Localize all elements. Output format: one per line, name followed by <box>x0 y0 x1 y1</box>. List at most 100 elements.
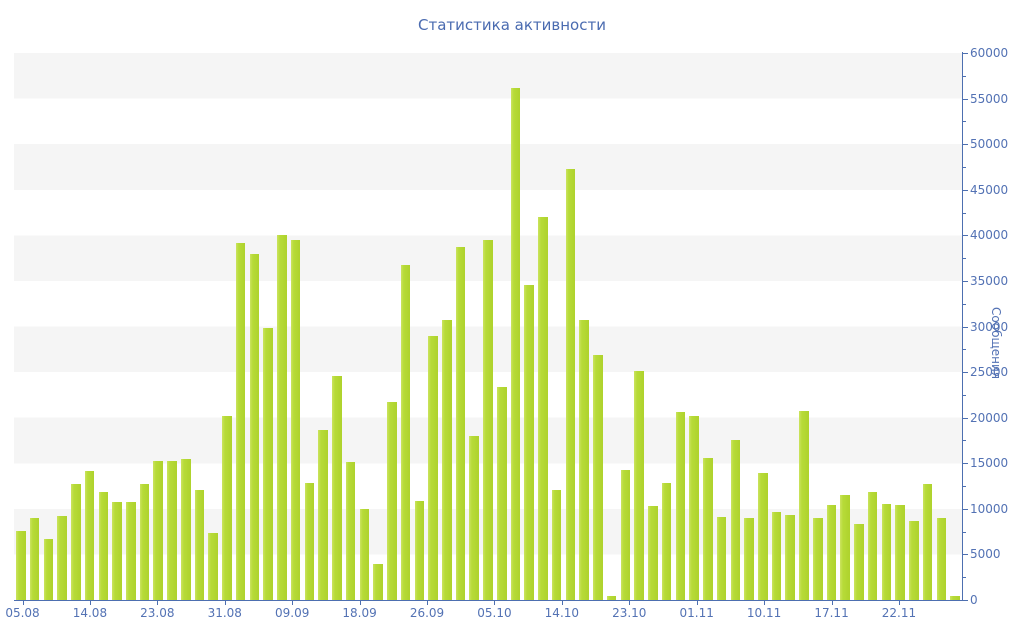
bar <box>180 458 191 600</box>
bar <box>867 492 878 600</box>
y-tick <box>963 121 966 123</box>
y-tick-label: 5000 <box>970 547 1001 562</box>
x-tick-label: 09.09 <box>274 606 310 620</box>
bar <box>29 517 40 600</box>
x-tick-label: 22.11 <box>881 606 917 620</box>
bar <box>579 320 589 600</box>
y-tick-label: 35000 <box>970 273 1009 288</box>
bar <box>757 473 768 600</box>
bar <box>428 335 438 600</box>
y-tick <box>963 394 966 396</box>
y-tick <box>963 326 968 328</box>
y-tick <box>963 212 966 214</box>
bar <box>208 532 218 600</box>
bar <box>263 328 273 600</box>
bar <box>730 439 741 600</box>
y-tick-label: 20000 <box>970 410 1009 425</box>
bar <box>826 505 837 600</box>
y-tick <box>963 577 966 579</box>
x-tick <box>22 601 24 605</box>
y-tick <box>963 531 966 533</box>
x-tick <box>629 601 631 605</box>
bar <box>510 87 521 600</box>
bar <box>565 168 576 600</box>
y-tick <box>963 189 968 191</box>
bar <box>194 489 205 600</box>
bar <box>57 516 67 600</box>
bar <box>785 515 796 600</box>
x-tick <box>427 601 429 605</box>
bar <box>112 502 122 600</box>
y-tick <box>963 280 968 282</box>
y-tick <box>963 554 968 556</box>
bar <box>854 524 864 600</box>
x-tick <box>831 601 833 605</box>
bar <box>318 430 328 600</box>
bar <box>812 517 823 600</box>
y-tick-label: 45000 <box>970 182 1009 197</box>
x-tick-label: 10.11 <box>746 606 782 620</box>
y-axis-title: Сообщения <box>989 307 1003 380</box>
y-tick-label: 10000 <box>970 501 1009 516</box>
bar <box>235 242 246 600</box>
x-tick-label: 05.08 <box>5 606 40 620</box>
bar <box>634 371 644 600</box>
bar <box>290 239 301 600</box>
y-tick <box>963 258 966 260</box>
y-tick <box>963 440 966 442</box>
y-tick-label: 0 <box>970 593 978 607</box>
bar <box>167 461 177 600</box>
bar <box>689 415 699 600</box>
bar <box>139 484 150 600</box>
x-tick <box>224 601 226 605</box>
x-tick <box>494 601 496 605</box>
y-tick-label: 40000 <box>970 228 1009 243</box>
bar <box>703 457 713 600</box>
x-tick <box>89 601 91 605</box>
y-tick-label: 55000 <box>970 91 1009 106</box>
bar <box>387 402 397 600</box>
bar <box>71 484 81 600</box>
y-tick <box>963 508 968 510</box>
bar <box>648 506 658 600</box>
bar <box>84 471 95 600</box>
y-tick-label: 60000 <box>970 46 1009 60</box>
bar <box>593 354 603 600</box>
bar <box>469 435 480 600</box>
x-tick-label: 05.10 <box>477 606 512 620</box>
bar <box>744 517 754 600</box>
bar <box>840 495 850 600</box>
chart-title: Статистика активности <box>418 16 606 34</box>
bar <box>620 469 631 600</box>
bar <box>373 564 383 600</box>
x-tick-label: 14.08 <box>72 606 108 620</box>
bar <box>675 412 686 600</box>
bar <box>125 502 136 600</box>
y-tick-label: 15000 <box>970 456 1009 471</box>
bar <box>222 415 232 600</box>
bar <box>606 596 617 600</box>
bar <box>950 596 960 600</box>
bar <box>922 484 933 600</box>
y-tick <box>963 166 966 168</box>
bar <box>153 461 164 600</box>
x-tick-label: 18.09 <box>342 606 377 620</box>
x-tick-label: 26.09 <box>409 606 445 620</box>
bar <box>496 386 507 600</box>
x-tick-label: 17.11 <box>814 606 849 620</box>
y-tick-label: 25000 <box>970 365 1009 380</box>
x-tick <box>696 601 698 605</box>
bar <box>16 530 26 600</box>
bar <box>304 483 315 600</box>
x-tick <box>561 601 563 605</box>
bar <box>345 462 356 600</box>
bar <box>400 265 411 600</box>
bar <box>771 511 782 600</box>
x-tick <box>898 601 900 605</box>
bar <box>551 489 562 600</box>
y-axis-line <box>962 52 963 601</box>
plot-area <box>14 53 962 600</box>
y-tick <box>963 417 968 419</box>
bar <box>98 492 109 600</box>
bar <box>661 483 672 600</box>
